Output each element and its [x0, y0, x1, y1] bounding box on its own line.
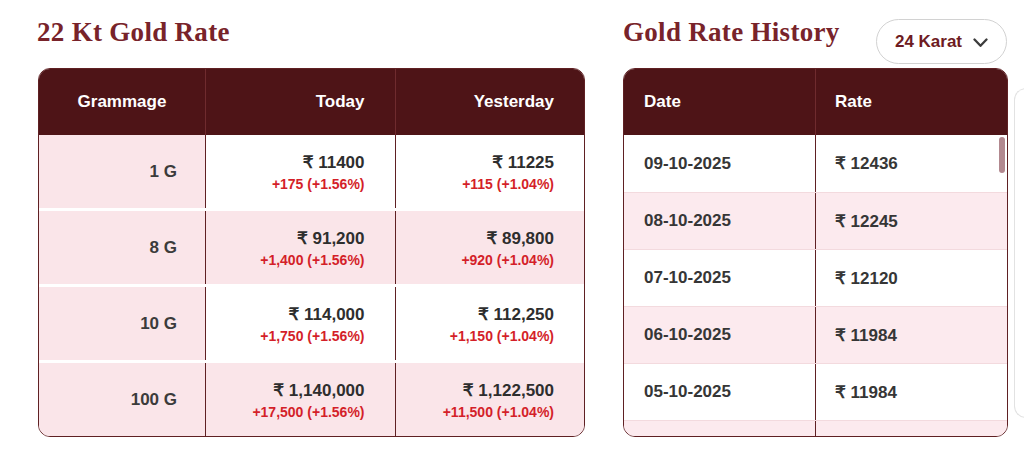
today-change: +1,750 (+1.56%)	[260, 328, 364, 344]
yesterday-value: ₹ 11225	[492, 152, 554, 173]
rate-cell	[815, 421, 1007, 437]
table-header-row: Date Rate	[624, 69, 1007, 135]
today-cell: ₹ 1,140,000 +17,500 (+1.56%)	[205, 363, 395, 436]
date-cell: 09-10-2025	[624, 135, 815, 192]
yesterday-change: +920 (+1.04%)	[461, 252, 554, 268]
history-row: 07-10-2025 ₹ 12120	[624, 249, 1007, 306]
history-row: 09-10-2025 ₹ 12436	[624, 135, 1007, 192]
karat-select-dropdown[interactable]: 24 Karat	[876, 19, 1007, 64]
grammage-cell: 1 G	[39, 135, 205, 208]
today-value: ₹ 114,000	[288, 304, 364, 325]
grammage-cell: 10 G	[39, 287, 205, 360]
today-cell: ₹ 114,000 +1,750 (+1.56%)	[205, 287, 395, 360]
column-header-today: Today	[205, 69, 395, 135]
today-cell: ₹ 91,200 +1,400 (+1.56%)	[205, 211, 395, 284]
date-cell: 07-10-2025	[624, 250, 815, 306]
column-header-rate: Rate	[815, 69, 1007, 135]
yesterday-change: +11,500 (+1.04%)	[443, 404, 554, 420]
table-row-8g: 8 G ₹ 91,200 +1,400 (+1.56%) ₹ 89,800 +9…	[39, 208, 584, 284]
today-change: +17,500 (+1.56%)	[252, 404, 364, 420]
grammage-cell: 8 G	[39, 211, 205, 284]
date-cell: 08-10-2025	[624, 193, 815, 249]
grammage-cell: 100 G	[39, 363, 205, 436]
chevron-down-icon	[973, 38, 988, 48]
rate-cell: ₹ 11984	[815, 307, 1007, 363]
rate-cell: ₹ 11984	[815, 364, 1007, 420]
yesterday-cell: ₹ 11225 +115 (+1.04%)	[395, 135, 585, 208]
gold-rate-22kt-table: Grammage Today Yesterday 1 G ₹ 11400 +17…	[38, 68, 585, 437]
history-row: 05-10-2025 ₹ 11984	[624, 363, 1007, 420]
rate-cell: ₹ 12245	[815, 193, 1007, 249]
today-cell: ₹ 11400 +175 (+1.56%)	[205, 135, 395, 208]
yesterday-cell: ₹ 1,122,500 +11,500 (+1.04%)	[395, 363, 585, 436]
today-value: ₹ 91,200	[297, 228, 365, 249]
table-header-row: Grammage Today Yesterday	[39, 69, 584, 135]
history-table-scrollbar-thumb[interactable]	[999, 137, 1005, 173]
yesterday-cell: ₹ 89,800 +920 (+1.04%)	[395, 211, 585, 284]
yesterday-cell: ₹ 112,250 +1,150 (+1.04%)	[395, 287, 585, 360]
gold-rate-history-table: Date Rate 09-10-2025 ₹ 12436 08-10-2025 …	[623, 68, 1008, 437]
history-row: 06-10-2025 ₹ 11984	[624, 306, 1007, 363]
page-title-gold-rate-history: Gold Rate History	[623, 17, 840, 48]
table-row-10g: 10 G ₹ 114,000 +1,750 (+1.56%) ₹ 112,250…	[39, 284, 584, 360]
karat-select-value: 24 Karat	[895, 32, 962, 52]
history-row: 08-10-2025 ₹ 12245	[624, 192, 1007, 249]
column-header-yesterday: Yesterday	[395, 69, 585, 135]
column-header-grammage: Grammage	[39, 69, 205, 135]
history-row-partial	[624, 420, 1007, 437]
today-change: +175 (+1.56%)	[272, 176, 365, 192]
yesterday-value: ₹ 112,250	[478, 304, 554, 325]
date-cell	[624, 421, 815, 437]
yesterday-value: ₹ 1,122,500	[463, 380, 554, 401]
page-title-22kt-gold-rate: 22 Kt Gold Rate	[37, 17, 230, 48]
adjacent-card-edge	[1014, 88, 1024, 418]
rate-cell: ₹ 12120	[815, 250, 1007, 306]
table-row-100g: 100 G ₹ 1,140,000 +17,500 (+1.56%) ₹ 1,1…	[39, 360, 584, 436]
today-value: ₹ 1,140,000	[273, 380, 364, 401]
yesterday-change: +115 (+1.04%)	[462, 176, 554, 192]
column-header-date: Date	[624, 69, 815, 135]
yesterday-value: ₹ 89,800	[486, 228, 554, 249]
today-value: ₹ 11400	[303, 152, 365, 173]
today-change: +1,400 (+1.56%)	[260, 252, 364, 268]
date-cell: 06-10-2025	[624, 307, 815, 363]
date-cell: 05-10-2025	[624, 364, 815, 420]
rate-cell: ₹ 12436	[815, 135, 1007, 192]
table-row-1g: 1 G ₹ 11400 +175 (+1.56%) ₹ 11225 +115 (…	[39, 135, 584, 208]
yesterday-change: +1,150 (+1.04%)	[450, 328, 554, 344]
